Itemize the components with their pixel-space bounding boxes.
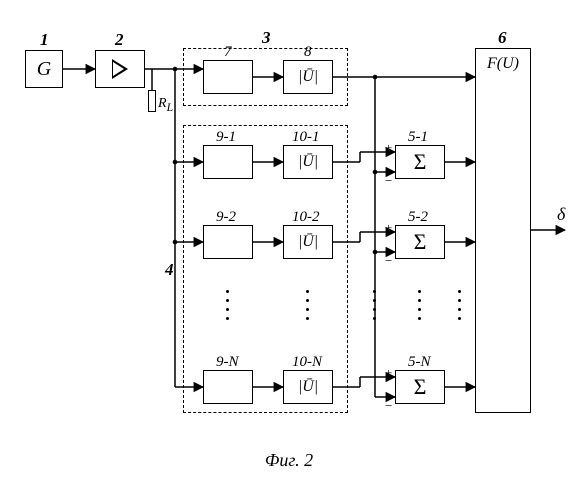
filter-n-block <box>203 370 253 404</box>
sum-1-block: Σ <box>395 145 445 179</box>
sum-2-label: 5-2 <box>408 209 428 226</box>
group-id-3: 3 <box>262 28 271 48</box>
mag-main-symbol: |Ū| <box>298 68 318 86</box>
sum-n-block: Σ <box>395 370 445 404</box>
ellipsis-mags <box>306 290 309 320</box>
sum-2-minus: − <box>385 253 392 269</box>
mag-n-block: |Ū| <box>283 370 333 404</box>
mag-2-block: |Ū| <box>283 225 333 259</box>
output-delta-label: δ <box>557 204 565 225</box>
block-id-2: 2 <box>115 30 124 50</box>
filter-main-label: 7 <box>224 44 232 61</box>
sum-n-minus: − <box>385 398 392 414</box>
block-id-1: 1 <box>40 30 49 50</box>
sum-n-label: 5-N <box>408 354 431 371</box>
mag-1-block: |Ū| <box>283 145 333 179</box>
mag-1-label: 10-1 <box>292 129 320 146</box>
filter-1-block <box>203 145 253 179</box>
mag-n-label: 10-N <box>292 354 322 371</box>
amplifier-triangle-icon <box>112 59 128 79</box>
sum-1-minus: − <box>385 173 392 189</box>
load-resistor-icon <box>148 90 156 112</box>
mag-main-label: 8 <box>304 44 312 61</box>
load-resistor-label: RL <box>158 96 173 114</box>
functional-symbol: F(U) <box>487 55 519 73</box>
filter-2-block <box>203 225 253 259</box>
filter-main-block <box>203 60 253 94</box>
block-id-6: 6 <box>498 28 507 48</box>
functional-block: F(U) <box>475 48 531 413</box>
sum-2-plus: + <box>385 220 392 236</box>
mag-main-block: |Ū| <box>283 60 333 94</box>
ellipsis-outputs <box>458 290 461 320</box>
mag-2-label: 10-2 <box>292 209 320 226</box>
generator-block: G <box>25 50 63 88</box>
ellipsis-minus-bus <box>373 290 376 320</box>
group-id-4: 4 <box>165 260 174 280</box>
amplifier-block <box>95 50 145 88</box>
diagram-canvas: 1 G 2 RL 3 4 7 8 |Ū| 9-1 10-1 |Ū| 5-1 Σ … <box>0 0 578 500</box>
sum-1-label: 5-1 <box>408 129 428 146</box>
ellipsis-sums <box>418 290 421 320</box>
filter-1-label: 9-1 <box>216 129 236 146</box>
ellipsis-filters <box>226 290 229 320</box>
sum-2-block: Σ <box>395 225 445 259</box>
generator-symbol: G <box>37 58 51 81</box>
sum-n-plus: + <box>385 365 392 381</box>
figure-caption: Фиг. 2 <box>0 450 578 471</box>
filter-n-label: 9-N <box>216 354 239 371</box>
sum-1-plus: + <box>385 140 392 156</box>
filter-2-label: 9-2 <box>216 209 236 226</box>
